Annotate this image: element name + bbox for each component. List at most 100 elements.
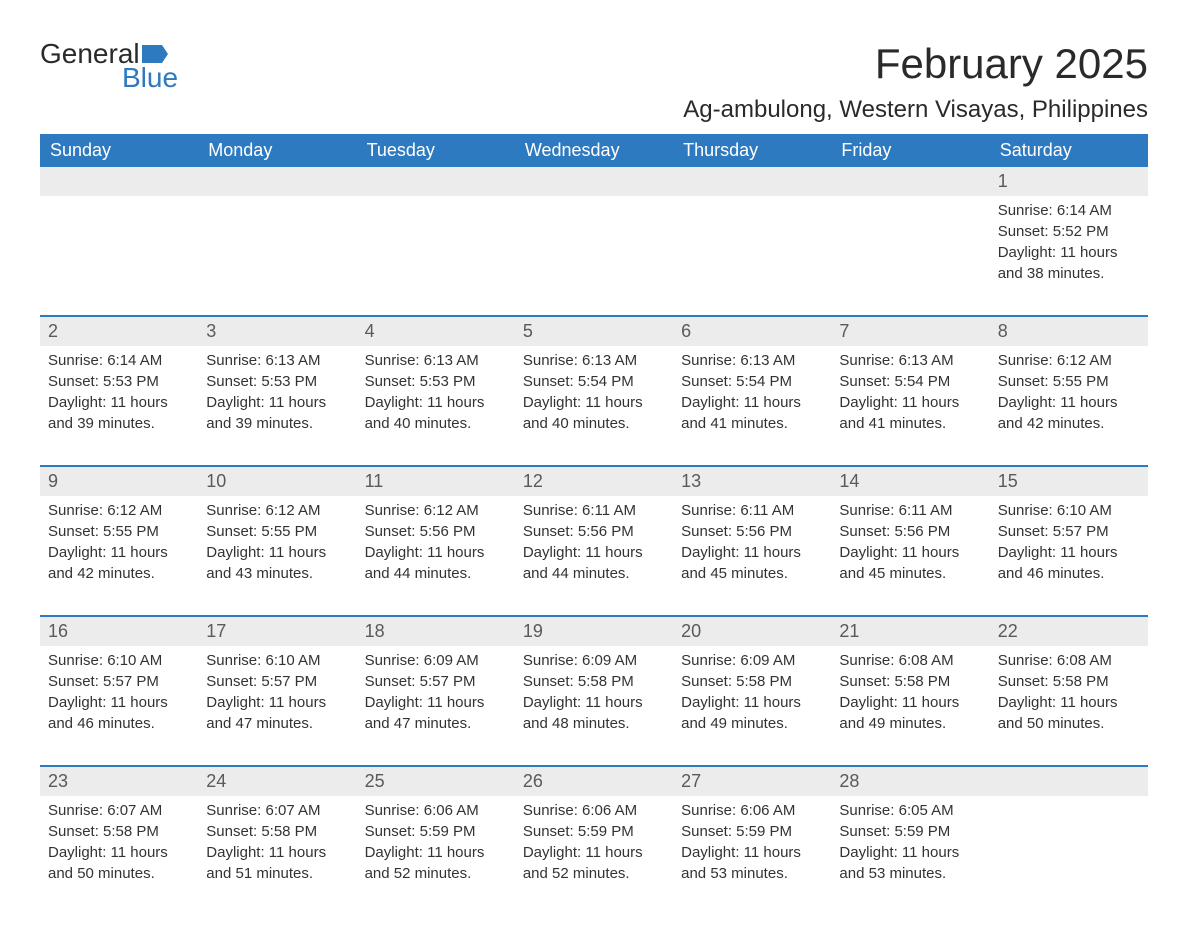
day-number-bar: 28: [831, 767, 989, 796]
sunset-text: Sunset: 5:53 PM: [48, 371, 190, 392]
day-cell: 12Sunrise: 6:11 AMSunset: 5:56 PMDayligh…: [515, 467, 673, 597]
day-details: Sunrise: 6:13 AMSunset: 5:53 PMDaylight:…: [198, 346, 356, 444]
day-details: Sunrise: 6:14 AMSunset: 5:52 PMDaylight:…: [990, 196, 1148, 294]
document-header: General Blue February 2025 Ag-ambulong, …: [40, 40, 1148, 124]
weekday-header: Thursday: [673, 134, 831, 167]
weekday-header: Monday: [198, 134, 356, 167]
day-number-bar: 27: [673, 767, 831, 796]
sunset-text: Sunset: 5:54 PM: [523, 371, 665, 392]
day-number: 8: [998, 321, 1008, 341]
day-details: Sunrise: 6:07 AMSunset: 5:58 PMDaylight:…: [198, 796, 356, 894]
day-number-bar: 15: [990, 467, 1148, 496]
daylight-text: Daylight: 11 hours and 42 minutes.: [48, 542, 190, 584]
day-number-bar: 5: [515, 317, 673, 346]
weekday-header-row: Sunday Monday Tuesday Wednesday Thursday…: [40, 134, 1148, 167]
sunset-text: Sunset: 5:58 PM: [48, 821, 190, 842]
day-number-bar: 8: [990, 317, 1148, 346]
day-details: Sunrise: 6:10 AMSunset: 5:57 PMDaylight:…: [990, 496, 1148, 594]
sunset-text: Sunset: 5:59 PM: [365, 821, 507, 842]
day-details: Sunrise: 6:12 AMSunset: 5:55 PMDaylight:…: [990, 346, 1148, 444]
weekday-header: Tuesday: [357, 134, 515, 167]
weekday-header: Sunday: [40, 134, 198, 167]
day-number-bar: 24: [198, 767, 356, 796]
sunset-text: Sunset: 5:58 PM: [998, 671, 1140, 692]
day-cell: .: [515, 167, 673, 297]
day-details: Sunrise: 6:14 AMSunset: 5:53 PMDaylight:…: [40, 346, 198, 444]
sunset-text: Sunset: 5:56 PM: [839, 521, 981, 542]
sunrise-text: Sunrise: 6:09 AM: [365, 650, 507, 671]
day-number-bar: 14: [831, 467, 989, 496]
week-row: 2Sunrise: 6:14 AMSunset: 5:53 PMDaylight…: [40, 315, 1148, 447]
day-details: Sunrise: 6:11 AMSunset: 5:56 PMDaylight:…: [515, 496, 673, 594]
sunset-text: Sunset: 5:54 PM: [681, 371, 823, 392]
day-number: 10: [206, 471, 226, 491]
day-cell: 22Sunrise: 6:08 AMSunset: 5:58 PMDayligh…: [990, 617, 1148, 747]
day-cell: 28Sunrise: 6:05 AMSunset: 5:59 PMDayligh…: [831, 767, 989, 897]
day-number: 7: [839, 321, 849, 341]
day-number: 26: [523, 771, 543, 791]
sunrise-text: Sunrise: 6:09 AM: [523, 650, 665, 671]
day-number: 23: [48, 771, 68, 791]
day-details: Sunrise: 6:10 AMSunset: 5:57 PMDaylight:…: [198, 646, 356, 744]
day-number-bar: 18: [357, 617, 515, 646]
day-cell: 11Sunrise: 6:12 AMSunset: 5:56 PMDayligh…: [357, 467, 515, 597]
sunrise-text: Sunrise: 6:14 AM: [998, 200, 1140, 221]
day-number: 6: [681, 321, 691, 341]
daylight-text: Daylight: 11 hours and 52 minutes.: [523, 842, 665, 884]
day-number-bar: 19: [515, 617, 673, 646]
daylight-text: Daylight: 11 hours and 47 minutes.: [365, 692, 507, 734]
sunrise-text: Sunrise: 6:08 AM: [998, 650, 1140, 671]
daylight-text: Daylight: 11 hours and 45 minutes.: [681, 542, 823, 584]
day-number: 11: [365, 471, 384, 491]
day-number-bar: .: [357, 167, 515, 196]
day-cell: 23 Sunrise: 6:07 AMSunset: 5:58 PMDayligh…: [40, 767, 198, 897]
daylight-text: Daylight: 11 hours and 42 minutes.: [998, 392, 1140, 434]
day-details: Sunrise: 6:07 AMSunset: 5:58 PMDaylight:…: [40, 796, 198, 894]
daylight-text: Daylight: 11 hours and 44 minutes.: [365, 542, 507, 584]
day-number-bar: 22: [990, 617, 1148, 646]
sunrise-text: Sunrise: 6:14 AM: [48, 350, 190, 371]
sunset-text: Sunset: 5:56 PM: [523, 521, 665, 542]
day-number: 21: [839, 621, 859, 641]
day-details: Sunrise: 6:12 AMSunset: 5:55 PMDaylight:…: [40, 496, 198, 594]
sunset-text: Sunset: 5:53 PM: [365, 371, 507, 392]
daylight-text: Daylight: 11 hours and 41 minutes.: [839, 392, 981, 434]
day-number: 4: [365, 321, 375, 341]
sunset-text: Sunset: 5:56 PM: [681, 521, 823, 542]
day-cell: 19 Sunrise: 6:09 AMSunset: 5:58 PMDayligh…: [515, 617, 673, 747]
day-cell: 25Sunrise: 6:06 AMSunset: 5:59 PMDayligh…: [357, 767, 515, 897]
calendar-grid: Sunday Monday Tuesday Wednesday Thursday…: [40, 134, 1148, 897]
sunrise-text: Sunrise: 6:10 AM: [206, 650, 348, 671]
sunrise-text: Sunrise: 6:06 AM: [365, 800, 507, 821]
sunrise-text: Sunrise: 6:05 AM: [839, 800, 981, 821]
day-details: Sunrise: 6:09 AMSunset: 5:58 PMDaylight:…: [515, 646, 673, 744]
day-cell: 18Sunrise: 6:09 AMSunset: 5:57 PMDayligh…: [357, 617, 515, 747]
day-details: Sunrise: 6:13 AMSunset: 5:54 PMDaylight:…: [673, 346, 831, 444]
day-cell: 17 Sunrise: 6:10 AMSunset: 5:57 PMDayligh…: [198, 617, 356, 747]
sunrise-text: Sunrise: 6:12 AM: [365, 500, 507, 521]
day-number: 17: [206, 621, 226, 641]
day-number-bar: 23: [40, 767, 198, 796]
sunset-text: Sunset: 5:57 PM: [206, 671, 348, 692]
daylight-text: Daylight: 11 hours and 39 minutes.: [206, 392, 348, 434]
daylight-text: Daylight: 11 hours and 46 minutes.: [48, 692, 190, 734]
sunset-text: Sunset: 5:57 PM: [48, 671, 190, 692]
sunrise-text: Sunrise: 6:08 AM: [839, 650, 981, 671]
day-cell: .: [831, 167, 989, 297]
day-cell: 5Sunrise: 6:13 AMSunset: 5:54 PMDaylight…: [515, 317, 673, 447]
daylight-text: Daylight: 11 hours and 49 minutes.: [681, 692, 823, 734]
day-number-bar: 20: [673, 617, 831, 646]
day-number-bar: 11: [357, 467, 515, 496]
daylight-text: Daylight: 11 hours and 41 minutes.: [681, 392, 823, 434]
sunrise-text: Sunrise: 6:13 AM: [365, 350, 507, 371]
week-row: 23 Sunrise: 6:07 AMSunset: 5:58 PMDayligh…: [40, 765, 1148, 897]
daylight-text: Daylight: 11 hours and 51 minutes.: [206, 842, 348, 884]
day-number: 15: [998, 471, 1018, 491]
day-cell: 7Sunrise: 6:13 AMSunset: 5:54 PMDaylight…: [831, 317, 989, 447]
weekday-header: Friday: [831, 134, 989, 167]
sunrise-text: Sunrise: 6:12 AM: [206, 500, 348, 521]
day-number: 19: [523, 621, 543, 641]
sunset-text: Sunset: 5:59 PM: [681, 821, 823, 842]
sunset-text: Sunset: 5:59 PM: [839, 821, 981, 842]
day-number-bar: 21: [831, 617, 989, 646]
